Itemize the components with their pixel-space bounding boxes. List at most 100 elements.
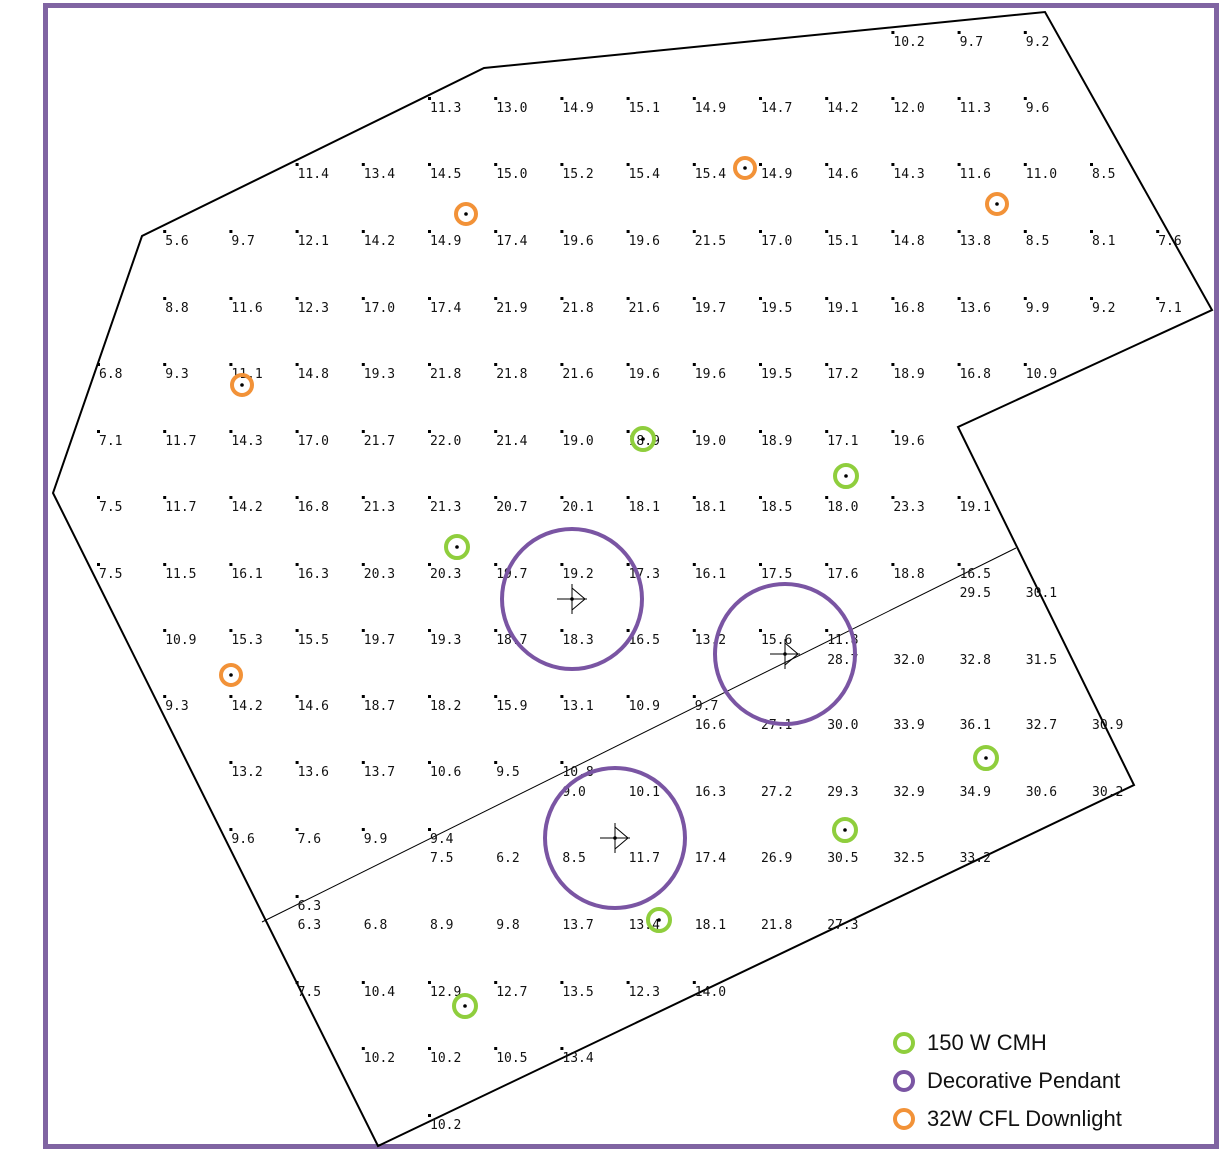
cfl-downlight-marker	[985, 192, 1009, 216]
grid-point-marker	[1090, 297, 1093, 300]
cmh-fixture-marker	[444, 534, 470, 560]
grid-point-marker	[361, 981, 365, 984]
grid-point-marker	[428, 163, 431, 166]
illuminance-value: 17.0	[761, 234, 792, 249]
grid-point-marker	[1023, 230, 1027, 233]
fixture-center-dot	[641, 437, 645, 441]
illuminance-value: 23.3	[893, 500, 924, 515]
illuminance-value: 16.5	[960, 567, 991, 582]
illuminance-value: 8.5	[1026, 234, 1049, 249]
grid-point-marker	[759, 430, 762, 433]
illuminance-value: 18.2	[430, 699, 461, 714]
illuminance-value: 22.0	[430, 434, 461, 449]
illuminance-value: 14.5	[430, 167, 461, 182]
grid-point-marker	[361, 629, 365, 632]
illuminance-value: 11.8	[827, 633, 858, 648]
illuminance-value: 15.4	[629, 167, 660, 182]
illuminance-value: 16.3	[298, 567, 329, 582]
room-outline	[51, 10, 1214, 1148]
grid-point-marker	[560, 363, 564, 366]
illuminance-value: 6.8	[364, 918, 387, 933]
illuminance-value: 13.2	[231, 765, 262, 780]
illuminance-value: 29.3	[827, 785, 858, 800]
grid-point-marker	[163, 230, 167, 233]
legend-label: Decorative Pendant	[927, 1068, 1121, 1093]
illuminance-value: 30.5	[827, 851, 858, 866]
grid-point-marker	[957, 31, 961, 34]
illuminance-value: 36.1	[960, 718, 991, 733]
illuminance-value: 19.6	[629, 367, 660, 382]
illuminance-value: 21.8	[562, 301, 593, 316]
cfl-downlight-marker	[219, 663, 243, 687]
grid-point-marker	[163, 496, 167, 499]
illuminance-value: 10.6	[430, 765, 461, 780]
grid-point-marker	[692, 163, 696, 166]
grid-point-marker	[361, 563, 365, 566]
illuminance-value: 12.1	[298, 234, 329, 249]
grid-point-marker	[361, 496, 365, 499]
grid-point-marker	[759, 496, 762, 499]
grid-point-marker	[428, 1047, 431, 1050]
illuminance-value: 32.7	[1026, 718, 1057, 733]
grid-point-marker	[626, 496, 630, 499]
grid-point-marker	[494, 981, 498, 984]
illuminance-value: 17.0	[364, 301, 395, 316]
illuminance-value: 9.5	[496, 765, 519, 780]
grid-point-marker	[825, 496, 829, 499]
illuminance-value: 21.6	[629, 301, 660, 316]
orange-circle-icon	[893, 1108, 915, 1130]
grid-point-marker	[759, 363, 762, 366]
illuminance-value: 27.3	[827, 918, 858, 933]
illuminance-value: 32.8	[960, 653, 991, 668]
illuminance-value: 18.8	[893, 567, 924, 582]
illuminance-value: 6.3	[298, 918, 321, 933]
grid-point-marker	[626, 981, 630, 984]
illuminance-value: 9.8	[496, 918, 519, 933]
illuminance-value: 17.6	[827, 567, 858, 582]
illuminance-value: 11.5	[165, 567, 196, 582]
grid-point-marker	[97, 363, 100, 366]
illuminance-value: 16.8	[960, 367, 991, 382]
grid-point-marker	[1023, 163, 1027, 166]
illuminance-value: 19.2	[562, 567, 593, 582]
illuminance-value: 14.3	[231, 434, 262, 449]
illuminance-value: 11.4	[298, 167, 329, 182]
illuminance-value: 19.0	[695, 434, 726, 449]
grid-point-marker	[361, 297, 365, 300]
illuminance-value: 18.1	[695, 500, 726, 515]
illuminance-value: 20.3	[430, 567, 461, 582]
illuminance-value: 9.7	[231, 234, 254, 249]
illuminance-value: 6.3	[298, 899, 321, 914]
cfl-downlight-marker	[230, 373, 254, 397]
fixture-center-dot	[240, 383, 244, 387]
illuminance-value: 16.3	[695, 785, 726, 800]
grid-point-marker	[361, 695, 365, 698]
pendant-symbol-icon	[600, 823, 630, 853]
grid-point-marker	[759, 563, 762, 566]
illuminance-value: 12.3	[629, 985, 660, 1000]
grid-point-marker	[759, 629, 762, 632]
illuminance-value: 17.1	[827, 434, 858, 449]
grid-point-marker	[229, 828, 233, 831]
cmh-fixture-marker	[833, 463, 859, 489]
grid-point-marker	[229, 363, 233, 366]
grid-point-marker	[361, 430, 365, 433]
grid-point-marker	[1090, 163, 1093, 166]
grid-point-marker	[957, 97, 961, 100]
illuminance-value: 16.1	[695, 567, 726, 582]
illuminance-value: 15.3	[231, 633, 262, 648]
illuminance-value: 7.1	[1158, 301, 1181, 316]
grid-point-marker	[229, 695, 233, 698]
grid-point-marker	[295, 163, 299, 166]
fixture-center-dot	[464, 212, 468, 216]
grid-point-marker	[1156, 297, 1160, 300]
grid-point-marker	[97, 563, 100, 566]
fixture-center-dot	[843, 828, 847, 832]
grid-point-marker	[494, 563, 498, 566]
illuminance-value: 13.4	[364, 167, 395, 182]
illuminance-value: 16.1	[231, 567, 262, 582]
grid-point-marker	[692, 563, 696, 566]
illuminance-value: 18.3	[562, 633, 593, 648]
grid-point-marker	[560, 695, 564, 698]
grid-point-marker	[692, 981, 696, 984]
